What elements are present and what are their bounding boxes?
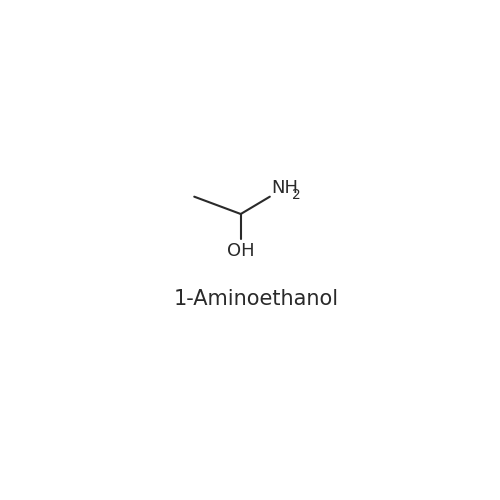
Text: OH: OH (227, 242, 254, 260)
Text: NH: NH (271, 179, 298, 197)
Text: 2: 2 (292, 188, 301, 202)
Text: 1-Aminoethanol: 1-Aminoethanol (174, 288, 339, 308)
